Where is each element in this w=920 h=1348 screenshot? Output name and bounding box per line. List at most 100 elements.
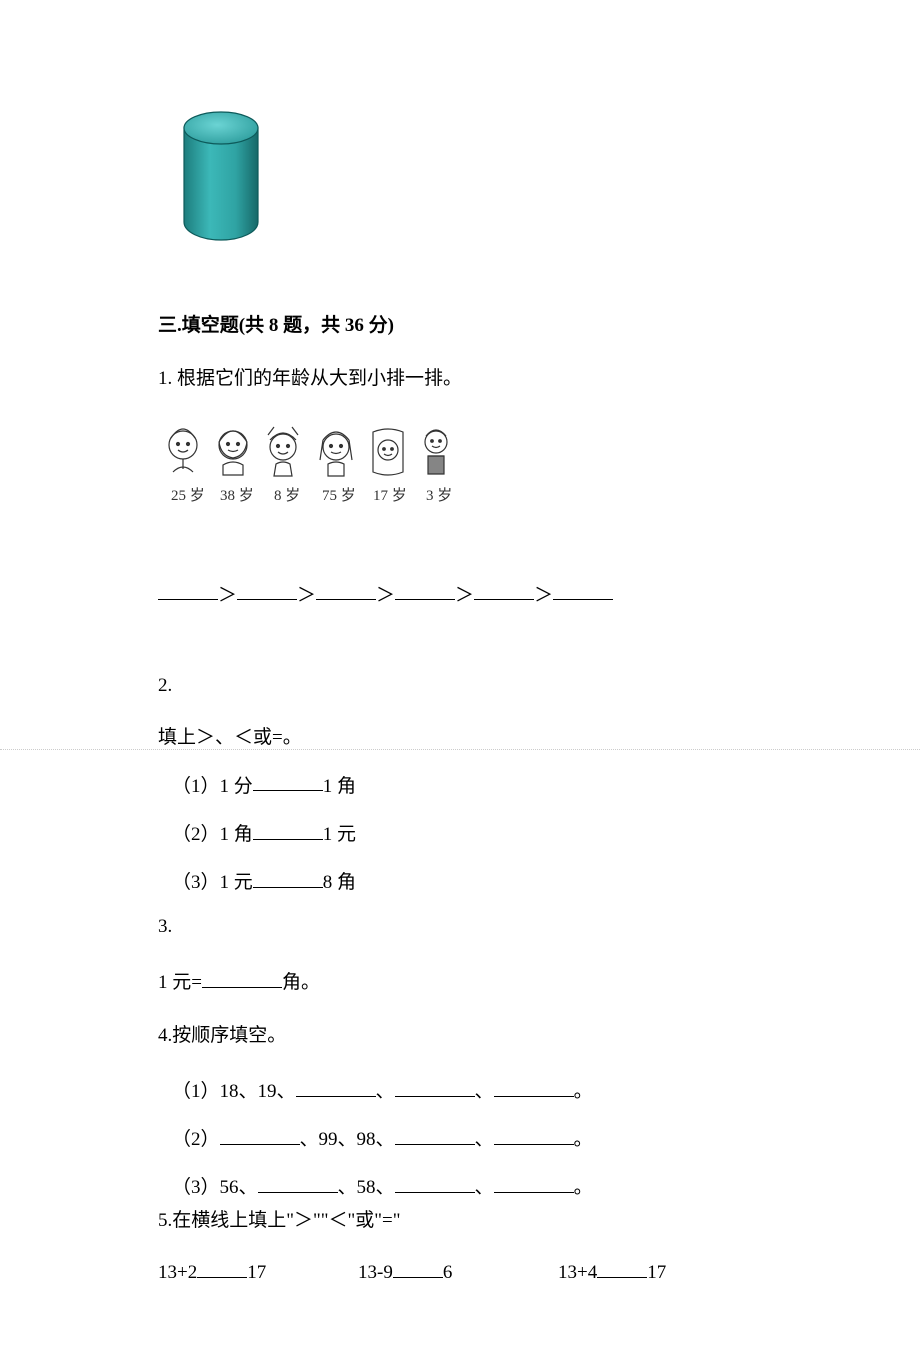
q2-right: 1 元 bbox=[323, 824, 356, 845]
blank[interactable] bbox=[258, 1169, 338, 1193]
blank[interactable] bbox=[316, 577, 376, 601]
worksheet-page: 三.填空题(共 8 题，共 36 分) 1. 根据它们的年龄从大到小排一排。 bbox=[0, 0, 920, 1348]
cylinder-figure bbox=[176, 110, 762, 255]
question-2: 2. bbox=[158, 671, 762, 701]
blank[interactable] bbox=[220, 1121, 300, 1145]
age-label-5: 17 岁 bbox=[373, 487, 407, 504]
q5-number: 5. bbox=[158, 1210, 172, 1231]
q3-left: 1 元= bbox=[158, 972, 202, 993]
q4-number: 4. bbox=[158, 1025, 172, 1046]
blank[interactable] bbox=[393, 1254, 443, 1278]
q5-left: 13+2 bbox=[158, 1262, 197, 1283]
blank[interactable] bbox=[494, 1073, 574, 1097]
q4-item-3: （3）56、 、58、 、 。 bbox=[172, 1169, 762, 1203]
blank[interactable] bbox=[197, 1254, 247, 1278]
person-3 bbox=[268, 427, 298, 476]
blank[interactable] bbox=[395, 577, 455, 601]
age-label-4: 75 岁 bbox=[322, 487, 356, 504]
age-label-1: 25 岁 bbox=[171, 487, 205, 504]
q5-left: 13-9 bbox=[358, 1262, 393, 1283]
person-4 bbox=[320, 432, 352, 476]
section-3-title: 三.填空题(共 8 题，共 36 分) bbox=[158, 311, 762, 341]
q2-left: 1 元 bbox=[220, 872, 253, 893]
q2-right: 1 角 bbox=[323, 775, 356, 796]
question-3: 3. bbox=[158, 912, 762, 942]
q4-item-1: （1）18、19、、、。 bbox=[172, 1073, 762, 1107]
q5-right: 17 bbox=[647, 1262, 666, 1283]
q4-title: 按顺序填空。 bbox=[172, 1025, 286, 1046]
q1-people-figure: 25 岁 38 岁 8 岁 75 岁 17 岁 3 岁 bbox=[158, 420, 762, 530]
blank[interactable] bbox=[395, 1121, 475, 1145]
q2-left: 1 分 bbox=[220, 775, 253, 796]
q1-text: 根据它们的年龄从大到小排一排。 bbox=[177, 368, 462, 389]
gt-symbol: ＞ bbox=[218, 584, 237, 605]
q4-part: 56、 bbox=[220, 1177, 258, 1198]
q2-item-2: （2）1 角 1 元 bbox=[172, 816, 762, 850]
q2-item-3: （3）1 元 8 角 bbox=[172, 864, 762, 898]
blank[interactable] bbox=[395, 1073, 475, 1097]
gt-symbol: ＞ bbox=[297, 584, 316, 605]
q2-left: 1 角 bbox=[220, 824, 253, 845]
question-1: 1. 根据它们的年龄从大到小排一排。 bbox=[158, 364, 762, 394]
q4-part: 、58、 bbox=[338, 1177, 395, 1198]
q5-title: 在横线上填上"＞""＜"或"=" bbox=[172, 1210, 400, 1231]
blank[interactable] bbox=[253, 768, 323, 792]
q3-right: 角。 bbox=[282, 972, 320, 993]
q4-part: 。 bbox=[574, 1177, 593, 1198]
q1-number: 1. bbox=[158, 368, 172, 389]
age-label-6: 3 岁 bbox=[426, 487, 452, 504]
blank[interactable] bbox=[253, 816, 323, 840]
blank[interactable] bbox=[202, 964, 282, 988]
blank[interactable] bbox=[395, 1169, 475, 1193]
blank[interactable] bbox=[553, 577, 613, 601]
age-label-3: 8 岁 bbox=[274, 487, 300, 504]
q2-right: 8 角 bbox=[323, 872, 356, 893]
q2-idx: （1） bbox=[172, 775, 220, 796]
q4-part: 、 bbox=[475, 1129, 494, 1150]
q5-item-1: 13+2 17 bbox=[158, 1254, 358, 1288]
q3-number: 3. bbox=[158, 916, 172, 937]
q4-part: 18、19、 bbox=[220, 1081, 296, 1102]
question-5: 5.在横线上填上"＞""＜"或"=" bbox=[158, 1206, 762, 1236]
person-2 bbox=[219, 431, 247, 475]
blank[interactable] bbox=[474, 577, 534, 601]
q5-row: 13+2 17 13-96 13+4 17 bbox=[158, 1254, 762, 1288]
q4-idx: （3） bbox=[172, 1177, 220, 1198]
blank[interactable] bbox=[494, 1169, 574, 1193]
gt-symbol: ＞ bbox=[534, 584, 553, 605]
q4-part: 。 bbox=[574, 1081, 593, 1102]
q2-idx: （3） bbox=[172, 872, 220, 893]
q4-idx: （2） bbox=[172, 1129, 220, 1150]
q2-item-1: （1）1 分 1 角 bbox=[172, 768, 762, 802]
gt-symbol: ＞ bbox=[376, 584, 395, 605]
q4-item-2: （2） 、99、98、 、 。 bbox=[172, 1121, 762, 1155]
blank[interactable] bbox=[494, 1121, 574, 1145]
blank[interactable] bbox=[158, 577, 218, 601]
person-6 bbox=[425, 430, 447, 474]
gt-symbol: ＞ bbox=[455, 584, 474, 605]
blank[interactable] bbox=[237, 577, 297, 601]
q2-number: 2. bbox=[158, 675, 172, 696]
q4-part: 。 bbox=[574, 1129, 593, 1150]
person-1 bbox=[169, 429, 197, 472]
page-fold-line bbox=[0, 749, 920, 750]
q2-idx: （2） bbox=[172, 824, 220, 845]
blank[interactable] bbox=[253, 864, 323, 888]
q4-part: 、99、98、 bbox=[300, 1129, 395, 1150]
blank[interactable] bbox=[597, 1254, 647, 1278]
q3-body: 1 元= 角。 bbox=[158, 964, 762, 998]
blank[interactable] bbox=[296, 1073, 376, 1097]
cylinder-top bbox=[184, 112, 258, 144]
cylinder-svg bbox=[176, 110, 266, 245]
q5-item-3: 13+4 17 bbox=[558, 1254, 758, 1288]
q4-part: 、 bbox=[475, 1081, 494, 1102]
q4-part: 、 bbox=[376, 1081, 395, 1102]
person-5 bbox=[373, 429, 403, 475]
cylinder-body bbox=[184, 128, 258, 240]
q1-sort-blanks: ＞ ＞ ＞ ＞ ＞ bbox=[158, 577, 762, 611]
q4-part: 、 bbox=[475, 1177, 494, 1198]
q5-item-2: 13-96 bbox=[358, 1254, 558, 1288]
q5-right: 17 bbox=[247, 1262, 266, 1283]
q5-left: 13+4 bbox=[558, 1262, 597, 1283]
question-4: 4.按顺序填空。 bbox=[158, 1021, 762, 1051]
